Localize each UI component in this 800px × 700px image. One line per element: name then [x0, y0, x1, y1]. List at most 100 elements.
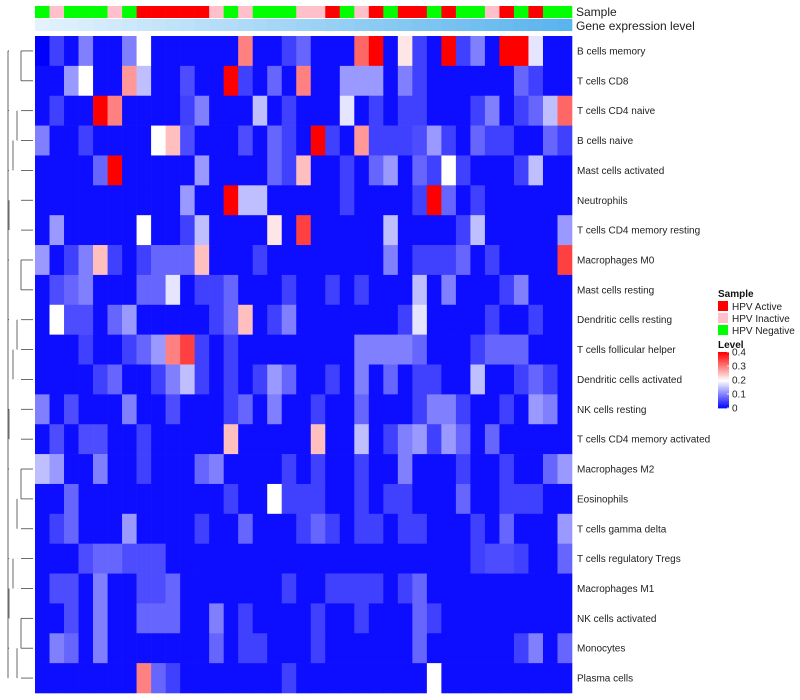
heatmap-cell [180, 125, 195, 156]
heatmap-cell [281, 483, 297, 515]
heatmap-cell [49, 394, 65, 425]
heatmap-cell [93, 603, 108, 634]
heatmap-cell [180, 573, 195, 604]
heatmap-cell [252, 215, 268, 246]
heatmap-cell [455, 36, 471, 67]
heatmap-cell [78, 215, 94, 246]
expression-annotation-cell [35, 19, 50, 31]
heatmap-cell [49, 513, 65, 544]
heatmap-cell [397, 185, 413, 216]
heatmap-cell [557, 304, 573, 335]
expression-annotation-cell [64, 19, 79, 31]
heatmap-cell [542, 573, 558, 604]
expression-annotation-cell [383, 19, 399, 31]
heatmap-cell [557, 633, 573, 664]
heatmap-cell [267, 633, 283, 664]
heatmap-cell [136, 185, 152, 216]
heatmap-cell [339, 364, 355, 395]
sample-annotation-cell [252, 6, 268, 18]
heatmap-cell [397, 394, 413, 425]
heatmap-cell [281, 95, 297, 126]
heatmap-cell [223, 513, 239, 544]
heatmap-cell [209, 513, 224, 544]
sample-annotation-cell [441, 6, 457, 18]
heatmap-cell [397, 245, 413, 276]
heatmap-cell [107, 215, 123, 246]
heatmap-cell [165, 573, 181, 604]
heatmap-cell [455, 304, 471, 335]
heatmap-cell [281, 334, 297, 365]
level-gradient-step [718, 352, 729, 354]
expression-annotation-cell [412, 19, 428, 31]
expression-annotation-cell [441, 19, 457, 31]
heatmap-cell [296, 125, 312, 156]
heatmap-cell [93, 633, 108, 664]
heatmap-cell [426, 394, 442, 425]
heatmap-cell [252, 663, 268, 694]
heatmap-cell [455, 483, 471, 515]
level-gradient-step [718, 353, 729, 356]
level-gradient-step [718, 370, 729, 372]
heatmap-cell [136, 454, 152, 485]
level-gradient-step [718, 399, 729, 402]
heatmap-cell [354, 304, 370, 335]
heatmap-cell [180, 454, 195, 485]
heatmap-cell [107, 603, 123, 634]
heatmap-cell [368, 513, 384, 544]
heatmap-cell [93, 155, 108, 186]
heatmap-cell [557, 125, 573, 156]
heatmap-cell [78, 483, 94, 515]
heatmap-cell [557, 364, 573, 395]
heatmap-cell [136, 394, 152, 425]
heatmap-cell [49, 215, 65, 246]
heatmap-cell [267, 95, 283, 126]
heatmap-cell [499, 424, 515, 455]
heatmap-cell [412, 424, 428, 455]
heatmap-cell [136, 513, 152, 544]
expression-annotation-cell [136, 19, 152, 31]
heatmap-cell [223, 603, 239, 634]
heatmap-cell [412, 454, 428, 485]
level-gradient-step [718, 366, 729, 368]
heatmap-cell [136, 543, 152, 574]
heatmap-cell [296, 633, 312, 664]
heatmap-cell [93, 573, 108, 604]
heatmap-cell [310, 364, 326, 395]
heatmap-cell [310, 215, 326, 246]
heatmap-cell [78, 543, 94, 574]
heatmap-cell [528, 155, 544, 186]
heatmap-cell [151, 513, 166, 544]
heatmap-cell [165, 155, 181, 186]
heatmap-cell [165, 454, 181, 485]
heatmap-cell [426, 215, 442, 246]
heatmap-cell [35, 483, 50, 515]
heatmap-cell [397, 454, 413, 485]
heatmap-cell [238, 364, 254, 395]
heatmap-cell [93, 95, 108, 126]
heatmap-cell [49, 424, 65, 455]
heatmap-cell [426, 663, 442, 694]
heatmap-cell [122, 155, 137, 186]
heatmap-cell [165, 274, 181, 306]
heatmap-cell [310, 245, 326, 276]
heatmap-cell [238, 454, 254, 485]
heatmap-cell [267, 364, 283, 395]
row-label: NK cells resting [577, 405, 646, 416]
heatmap-cell [455, 663, 471, 694]
heatmap-cell [122, 513, 137, 544]
heatmap-cell [35, 215, 50, 246]
heatmap-cell [426, 543, 442, 574]
heatmap-cell [165, 603, 181, 634]
heatmap-cell [441, 155, 457, 186]
heatmap-cell [397, 36, 413, 67]
heatmap-cell [426, 633, 442, 664]
sample-annotation-cell [426, 6, 442, 18]
sample-annotation-cell [310, 6, 326, 18]
row-dendrogram [7, 50, 33, 679]
heatmap-cell [223, 304, 239, 335]
heatmap-cell [252, 394, 268, 425]
heatmap-cell [310, 334, 326, 365]
heatmap-cell [281, 65, 297, 97]
heatmap-cell [325, 185, 341, 216]
heatmap-cell [557, 155, 573, 186]
